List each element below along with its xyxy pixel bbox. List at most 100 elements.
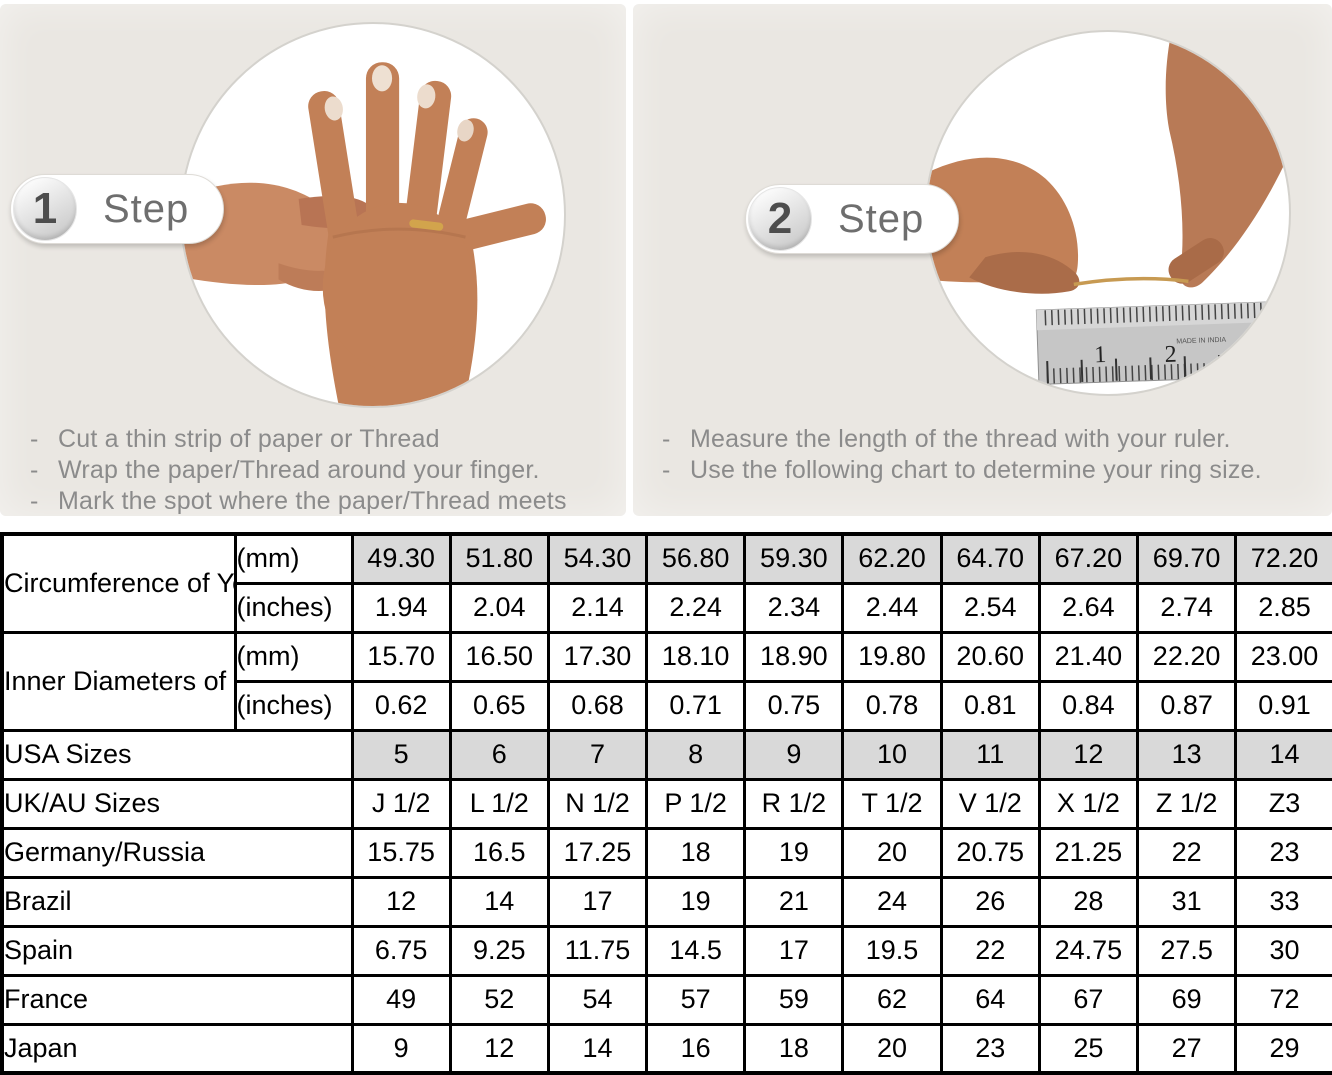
table-cell: V 1/2 (939, 777, 1041, 830)
table-cell: 9.25 (448, 924, 550, 977)
table-cell: 21.40 (1037, 630, 1140, 683)
table-cell: J 1/2 (350, 777, 452, 830)
table-cell: 27 (1135, 1022, 1238, 1075)
table-cell: 19.80 (841, 630, 943, 683)
instruction-text: Use the following chart to determine you… (690, 456, 1262, 484)
table-cell: 17 (743, 924, 845, 977)
step-1-number: 1 (13, 177, 77, 241)
table-cell: 16.50 (448, 630, 550, 683)
steps-section: 1 Step - Cut a thin strip of paper or Thr… (0, 0, 1332, 532)
table-cell: 16 (645, 1022, 747, 1075)
table-cell: 23 (939, 1022, 1041, 1075)
table-cell: 20 (841, 826, 943, 879)
table-cell: T 1/2 (841, 777, 943, 830)
table-row: UK/AU Sizes J 1/2 L 1/2 N 1/2 P 1/2 R 1/2 T 1/… (0, 777, 1332, 830)
svg-text:2: 2 (1164, 341, 1177, 368)
table-cell: Z3 (1234, 777, 1332, 830)
row-group-label: Inner Diameters of Rings (0, 630, 237, 732)
table-cell: 62.20 (841, 532, 943, 585)
table-cell: 69 (1135, 973, 1238, 1026)
table-cell: 16.5 (448, 826, 550, 879)
step-2-panel: 1 2 3 MADE IN INDIA 2 Step - Measure the … (633, 4, 1332, 516)
table-cell: 56.80 (645, 532, 747, 585)
table-cell: 17 (546, 875, 649, 928)
table-cell: 27.5 (1135, 924, 1238, 977)
step-1-photo-circle (180, 22, 566, 408)
gold-ring-icon (409, 219, 444, 231)
table-cell: 9 (743, 728, 845, 781)
table-cell: 29 (1234, 1022, 1332, 1075)
table-cell: 23.00 (1234, 630, 1332, 683)
table-row: Germany/Russia 15.75 16.5 17.25 18 19 20 20.75 2… (0, 826, 1332, 879)
row-label: Japan (0, 1022, 354, 1075)
table-cell: 17.30 (546, 630, 649, 683)
table-cell: 0.65 (448, 679, 550, 732)
table-cell: 72.20 (1234, 532, 1332, 585)
table-cell: 23 (1234, 826, 1332, 879)
table-cell: 2.24 (645, 581, 747, 634)
table-cell: 59 (743, 973, 845, 1026)
table-row: USA Sizes 5 6 7 8 9 10 11 12 13 14 (0, 728, 1332, 781)
table-cell: 51.80 (448, 532, 550, 585)
table-cell: 8 (645, 728, 747, 781)
table-cell: 33 (1234, 875, 1332, 928)
bullet-dash: - (30, 456, 39, 484)
instruction-line: - Wrap the paper/Thread around your finge… (30, 455, 567, 486)
table-cell: L 1/2 (448, 777, 550, 830)
table-cell: 10 (841, 728, 943, 781)
row-label: Brazil (0, 875, 354, 928)
table-cell: 59.30 (743, 532, 845, 585)
thread-icon (1073, 276, 1189, 287)
table-cell: 67.20 (1037, 532, 1140, 585)
table-cell: 7 (546, 728, 649, 781)
instruction-text: Cut a thin strip of paper or Thread (58, 425, 440, 453)
table-row: Japan 9 12 14 16 18 20 23 25 27 29 (0, 1022, 1332, 1075)
instruction-line: - Use the following chart to determine yo… (662, 455, 1262, 486)
table-row: Spain 6.75 9.25 11.75 14.5 17 19.5 22 24.75 27.5 3… (0, 924, 1332, 977)
unit-label: (mm) (233, 532, 354, 585)
table-row: Inner Diameters of Rings(mm)15.7016.5017… (0, 630, 1332, 732)
table-cell: 67 (1037, 973, 1140, 1026)
table-cell: 24.75 (1037, 924, 1140, 977)
unit-label: (mm) (233, 630, 354, 683)
bullet-dash: - (30, 425, 39, 453)
row-label: UK/AU Sizes (0, 777, 354, 830)
row-group-label: Circumference of Your Finger (0, 532, 237, 634)
table-row: France 49 52 54 57 59 62 64 67 69 72 (0, 973, 1332, 1026)
instruction-text: Mark the spot where the paper/Thread mee… (58, 487, 567, 515)
table-cell: 14 (448, 875, 550, 928)
svg-text:1: 1 (1094, 341, 1107, 368)
table-cell: Z 1/2 (1135, 777, 1238, 830)
table-cell: 57 (645, 973, 747, 1026)
step-2-photo-circle: 1 2 3 MADE IN INDIA (925, 30, 1291, 396)
table-cell: 22 (1135, 826, 1238, 879)
measuring-thread-with-ruler-photo: 1 2 3 MADE IN INDIA (927, 32, 1289, 385)
table-cell: 0.87 (1135, 679, 1238, 732)
table-cell: P 1/2 (645, 777, 747, 830)
table-cell: 2.14 (546, 581, 649, 634)
table-cell: 20.60 (939, 630, 1041, 683)
instruction-text: Wrap the paper/Thread around your finger… (58, 456, 540, 484)
table-cell: 0.62 (350, 679, 452, 732)
table-row: (inches) 0.62 0.65 0.68 0.71 0.75 0.78 0.81 0.84… (2, 679, 1332, 732)
row-label: France (0, 973, 354, 1026)
table-cell: 69.70 (1135, 532, 1238, 585)
step-1-label: Step (103, 186, 190, 231)
step-1-badge: 1 Step (10, 174, 225, 244)
table-row: Circumference of Your Finger(mm)49.3051.… (0, 532, 1332, 634)
table-cell: 1.94 (350, 581, 452, 634)
table-cell: 0.81 (939, 679, 1041, 732)
step-2-number: 2 (748, 187, 812, 251)
row-label: Spain (0, 924, 354, 977)
step-2-instructions: - Measure the length of the thread with y… (662, 424, 1262, 486)
table-cell: 0.84 (1037, 679, 1140, 732)
table-cell: 54.30 (546, 532, 649, 585)
table-row: Brazil 12 14 17 19 21 24 26 28 31 33 (0, 875, 1332, 928)
table-cell: 52 (448, 973, 550, 1026)
svg-text:3: 3 (1235, 340, 1248, 367)
table-cell: 12 (1037, 728, 1140, 781)
table-cell: 18 (645, 826, 747, 879)
table-cell: 2.74 (1135, 581, 1238, 634)
table-cell: 17.25 (546, 826, 649, 879)
